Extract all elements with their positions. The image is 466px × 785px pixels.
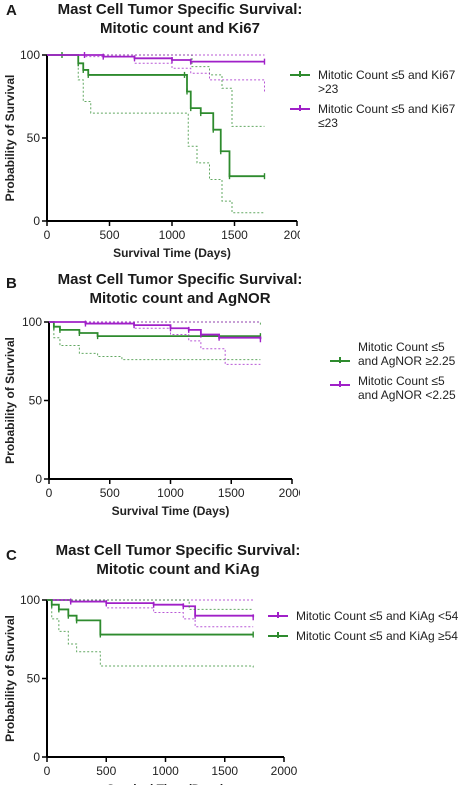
confidence-band-line xyxy=(49,321,261,365)
chart-title-line-2: Mitotic count and KiAg xyxy=(96,561,260,578)
chart-title-line-2: Mitotic count and Ki67 xyxy=(99,20,260,37)
x-tick-label: 1500 xyxy=(211,764,238,778)
survival-chart-b: 0501000500100015002000Survival Time (Day… xyxy=(3,315,300,518)
legend-label: Mitotic Count ≤5 and AgNOR <2.25 xyxy=(358,374,456,402)
x-tick-label: 500 xyxy=(99,228,119,242)
x-tick-label: 1500 xyxy=(221,228,248,242)
legend-label: Mitotic Count ≤5 and KiAg <54 xyxy=(296,609,459,623)
confidence-band-line xyxy=(47,599,254,610)
legend-label: Mitotic Count ≤5 and AgNOR ≥2.25 xyxy=(358,340,456,368)
panel-a: A Mast Cell Tumor Specific Survival: Mit… xyxy=(0,0,466,260)
x-tick-label: 1000 xyxy=(157,486,184,500)
legend-swatch-purple xyxy=(268,612,288,618)
survival-curve xyxy=(47,599,255,618)
legend-label: Mitotic Count ≤5 and Ki67 >23 xyxy=(318,68,456,96)
y-tick-label: 50 xyxy=(27,672,41,686)
legend: Mitotic Count ≤5 and Ki67 >23 Mitotic Co… xyxy=(290,68,460,136)
x-tick-label: 1000 xyxy=(152,764,179,778)
chart-title: Mast Cell Tumor Specific Survival: Mitot… xyxy=(25,270,335,308)
confidence-band-line xyxy=(47,599,254,668)
legend-label: Mitotic Count ≤5 and Ki67 ≤23 xyxy=(318,102,456,130)
y-tick-label: 0 xyxy=(35,472,42,486)
chart-title: Mast Cell Tumor Specific Survival: Mitot… xyxy=(28,541,328,579)
legend-swatch-green xyxy=(290,71,310,77)
panel-b: B Mast Cell Tumor Specific Survival: Mit… xyxy=(0,265,466,520)
x-tick-label: 1000 xyxy=(159,228,186,242)
confidence-band-line xyxy=(47,54,265,214)
chart-title-line-2: Mitotic count and AgNOR xyxy=(89,290,271,307)
y-tick-label: 0 xyxy=(33,750,40,764)
legend: Mitotic Count ≤5 and AgNOR ≥2.25 Mitotic… xyxy=(330,340,462,408)
confidence-band-line xyxy=(49,321,261,361)
confidence-band-line xyxy=(47,54,265,127)
legend-swatch-green xyxy=(330,357,350,363)
y-tick-label: 0 xyxy=(33,214,40,228)
x-axis-label: Survival Time (Days) xyxy=(113,246,231,260)
y-tick-label: 100 xyxy=(20,48,40,62)
legend-label: Mitotic Count ≤5 and KiAg ≥54 xyxy=(296,629,458,643)
confidence-band-line xyxy=(47,54,265,92)
x-tick-label: 0 xyxy=(44,228,51,242)
x-tick-label: 2000 xyxy=(271,764,298,778)
x-tick-label: 0 xyxy=(44,764,51,778)
x-tick-label: 500 xyxy=(100,486,120,500)
chart-title: Mast Cell Tumor Specific Survival: Mitot… xyxy=(30,0,330,38)
legend-swatch-purple xyxy=(290,105,310,111)
x-axis-label: Survival Time (Days) xyxy=(112,504,230,518)
panel-c: C Mast Cell Tumor Specific Survival: Mit… xyxy=(0,535,466,785)
legend-item: Mitotic Count ≤5 and KiAg <54 xyxy=(268,609,464,623)
legend-item: Mitotic Count ≤5 and Ki67 >23 xyxy=(290,68,460,96)
legend: Mitotic Count ≤5 and KiAg <54 Mitotic Co… xyxy=(268,609,464,649)
survival-chart-c: 0501000500100015002000Survival Time (Day… xyxy=(3,593,298,785)
chart-title-line-1: Mast Cell Tumor Specific Survival: xyxy=(57,271,303,288)
y-axis-label: Probability of Survival xyxy=(3,615,17,742)
legend-swatch-purple xyxy=(330,381,350,387)
legend-item: Mitotic Count ≤5 and Ki67 ≤23 xyxy=(290,102,460,130)
x-tick-label: 2000 xyxy=(279,486,300,500)
panel-letter: B xyxy=(6,275,17,292)
survival-chart-a: 0501000500100015002000Survival Time (Day… xyxy=(3,48,300,260)
survival-curve xyxy=(47,54,265,63)
confidence-band-line xyxy=(49,321,261,326)
x-tick-label: 500 xyxy=(96,764,116,778)
x-tick-label: 1500 xyxy=(218,486,245,500)
survival-curve xyxy=(49,321,261,338)
y-tick-label: 100 xyxy=(22,315,42,329)
x-tick-label: 0 xyxy=(46,486,53,500)
survival-curve xyxy=(47,599,254,636)
survival-curve xyxy=(47,54,265,178)
legend-item: Mitotic Count ≤5 and AgNOR <2.25 xyxy=(330,374,462,402)
y-axis-label: Probability of Survival xyxy=(3,75,17,202)
y-tick-label: 50 xyxy=(27,131,41,145)
x-tick-label: 2000 xyxy=(284,228,300,242)
chart-title-line-1: Mast Cell Tumor Specific Survival: xyxy=(55,542,301,559)
panel-letter: A xyxy=(6,2,17,19)
y-axis-label: Probability of Survival xyxy=(3,337,17,464)
legend-item: Mitotic Count ≤5 and AgNOR ≥2.25 xyxy=(330,340,462,368)
panel-letter: C xyxy=(6,547,17,564)
y-tick-label: 50 xyxy=(29,394,43,408)
legend-swatch-green xyxy=(268,632,288,638)
chart-title-line-1: Mast Cell Tumor Specific Survival: xyxy=(57,1,303,18)
y-tick-label: 100 xyxy=(20,593,40,607)
legend-item: Mitotic Count ≤5 and KiAg ≥54 xyxy=(268,629,464,643)
